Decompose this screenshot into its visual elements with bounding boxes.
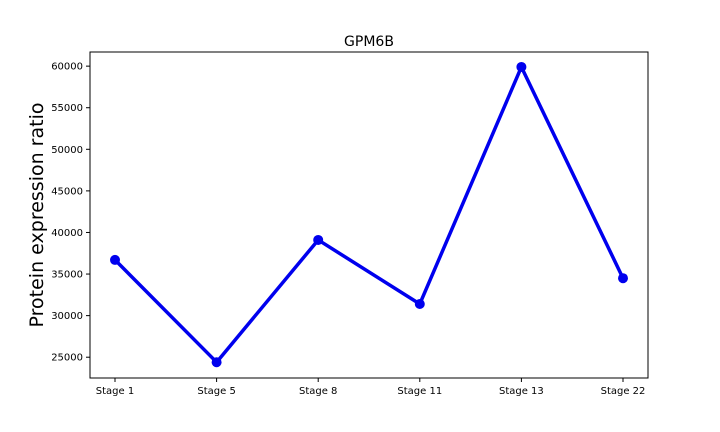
x-tick-label: Stage 5 [197,386,235,397]
y-axis-ticks: 25000 30000 35000 40000 45000 50000 55000 60000 [51,62,90,364]
data-point [414,298,425,309]
plot-frame [89,51,649,379]
x-tick-label: Stage 1 [96,386,134,397]
data-point [516,61,527,72]
y-tick-label: 25000 [51,353,83,364]
data-points [110,61,628,368]
x-axis-ticks: Stage 1 Stage 5 Stage 8 Stage 11 Stage 13 Sta… [96,378,646,397]
y-axis-label: Protein expression ratio [26,103,48,328]
chart-title: GPM6B [344,34,394,50]
y-tick-label: 35000 [51,270,83,281]
series-line [113,65,625,364]
y-tick-label: 60000 [51,62,83,73]
data-point [211,357,222,368]
y-tick-label: 50000 [51,145,83,156]
y-tick-label: 45000 [51,186,83,197]
data-point [313,234,324,245]
data-point [110,254,120,265]
x-tick-label: Stage 11 [397,386,442,397]
x-tick-label: Stage 22 [601,386,646,397]
x-tick-label: Stage 13 [499,386,544,397]
y-tick-label: 30000 [51,311,83,322]
y-tick-label: 40000 [51,228,83,239]
y-tick-label: 55000 [51,103,83,114]
x-tick-label: Stage 8 [299,386,337,397]
data-point [618,273,628,284]
